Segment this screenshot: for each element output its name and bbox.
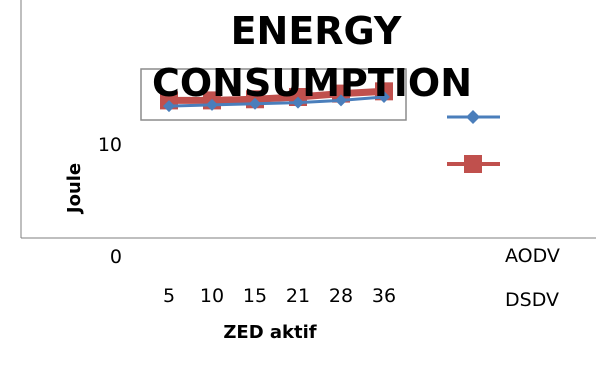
x-axis-label: ZED aktif xyxy=(223,322,316,343)
aodv-point-10 xyxy=(206,98,218,111)
x-tick-label-36: 36 xyxy=(372,285,396,307)
dsdv-legend-label: DSDV xyxy=(505,289,559,311)
y-tick-label-10: 10 xyxy=(98,134,122,156)
x-tick-label-15: 15 xyxy=(243,285,267,307)
aodv-series-line xyxy=(168,95,385,108)
dsdv-point-28 xyxy=(332,84,350,103)
chart-title-line-1: ENERGY xyxy=(231,9,402,53)
series-layer xyxy=(160,82,393,113)
x-tick-label-21: 21 xyxy=(286,285,310,307)
aodv-point-15 xyxy=(249,97,261,110)
aodv-point-5 xyxy=(163,100,175,113)
y-axis-label: Joule xyxy=(64,163,85,215)
aodv-point-21 xyxy=(292,96,304,109)
aodv-legend-label: AODV xyxy=(505,245,560,267)
plot-area-box xyxy=(140,68,407,121)
y-tick-label-0: 0 xyxy=(110,246,122,268)
aodv-legend-marker xyxy=(466,110,480,124)
dsdv-legend-marker xyxy=(464,155,482,173)
chart-title-line-2: CONSUMPTION xyxy=(152,61,472,105)
x-tick-label-10: 10 xyxy=(200,285,224,307)
x-tick-label-5: 5 xyxy=(163,285,175,307)
aodv-point-28 xyxy=(335,94,347,107)
x-tick-labels: 5 10 15 21 28 36 xyxy=(163,285,396,307)
aodv-point-36 xyxy=(378,91,390,103)
x-tick-label-28: 28 xyxy=(329,285,353,307)
legend: AODV DSDV xyxy=(447,110,560,311)
